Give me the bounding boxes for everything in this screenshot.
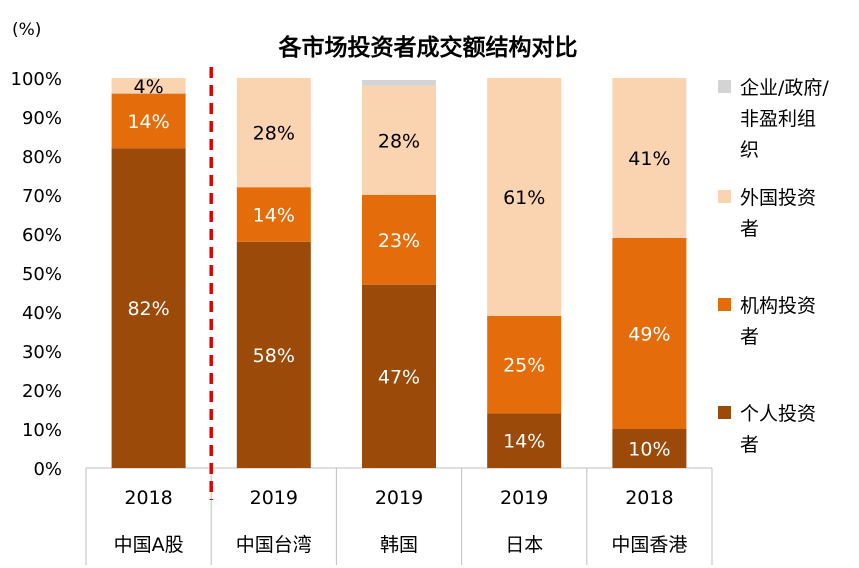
x-tick-year: 2018 — [124, 487, 172, 509]
legend-label: 个人投资者 — [740, 403, 816, 456]
bar-segment — [111, 93, 186, 149]
data-label: 14% — [503, 431, 545, 453]
legend-swatch — [718, 80, 731, 93]
plot-area: 0% 10% 20% 30% 40% 50% 60% 70% 80% 90% 100% 82% 14% 4… — [11, 67, 713, 565]
legend-label-line: 织 — [740, 139, 759, 161]
bar-segment — [111, 148, 186, 468]
data-label: 14% — [127, 111, 169, 133]
legend-label: 外国投资者 — [740, 187, 816, 240]
data-label: 61% — [503, 187, 545, 209]
y-tick-label: 70% — [22, 186, 62, 207]
bar-segment — [236, 241, 311, 468]
legend-label-line: 个人投资 — [740, 403, 816, 425]
y-tick-label: 10% — [22, 420, 62, 441]
x-tick-market: 日本 — [505, 534, 543, 556]
x-tick-year: 2018 — [625, 487, 673, 509]
x-tick-market: 中国台湾 — [236, 534, 312, 556]
bar-segment — [111, 78, 186, 94]
legend-label-line: 企业/政府/ — [740, 77, 829, 99]
y-tick-label: 50% — [22, 264, 62, 285]
data-label: 82% — [127, 298, 169, 320]
x-tick-market: 韩国 — [380, 534, 418, 556]
legend-label-line: 者 — [740, 218, 759, 240]
data-label: 14% — [253, 205, 295, 227]
bar-segment — [612, 429, 687, 468]
y-tick-label: 20% — [22, 381, 62, 402]
legend-label-line: 机构投资 — [740, 295, 816, 317]
data-label: 28% — [253, 123, 295, 145]
x-tick-year: 2019 — [375, 487, 423, 509]
data-label: 23% — [378, 230, 420, 252]
data-label: 4% — [134, 76, 164, 98]
x-tick-market: 中国A股 — [114, 534, 184, 556]
y-tick-label: 40% — [22, 303, 62, 324]
data-label: 41% — [628, 148, 670, 170]
bar-segment — [362, 85, 436, 195]
bar-segment — [362, 195, 436, 285]
y-tick-label: 60% — [22, 225, 62, 246]
data-label: 47% — [378, 366, 420, 388]
x-tick-year: 2019 — [500, 487, 548, 509]
data-label: 58% — [253, 345, 295, 367]
x-tick-year: 2019 — [250, 487, 298, 509]
legend-swatch — [718, 406, 731, 419]
bar-segment — [236, 187, 311, 242]
legend-label: 企业/政府/非盈利组织 — [740, 77, 829, 161]
bar-segment — [487, 315, 562, 414]
legend-label-line: 非盈利组 — [740, 108, 816, 130]
y-tick-label: 90% — [22, 108, 62, 129]
legend-swatch — [718, 298, 731, 311]
bar-segment — [487, 78, 562, 316]
y-tick-label: 0% — [33, 459, 62, 480]
bar-segment — [362, 284, 436, 468]
y-tick-label: 80% — [22, 147, 62, 168]
chart-title: 各市场投资者成交额结构对比 — [278, 34, 578, 61]
bar-segment — [612, 78, 687, 238]
data-label: 28% — [378, 130, 420, 152]
y-tick-label: 100% — [11, 69, 62, 90]
legend-label-line: 者 — [740, 434, 759, 456]
bar-segment — [236, 78, 311, 188]
bar-segment — [487, 413, 562, 468]
y-axis-unit: (%) — [12, 20, 41, 40]
data-label: 25% — [503, 355, 545, 377]
legend-label-line: 者 — [740, 326, 759, 348]
legend-label-line: 外国投资 — [740, 187, 816, 209]
data-label: 10% — [628, 439, 670, 461]
legend-swatch — [718, 190, 731, 203]
bar-segment — [362, 79, 436, 86]
data-label: 49% — [628, 323, 670, 345]
bar-segment — [612, 237, 687, 429]
legend-label: 机构投资者 — [740, 295, 816, 348]
y-tick-label: 30% — [22, 342, 62, 363]
x-tick-market: 中国香港 — [611, 534, 687, 556]
